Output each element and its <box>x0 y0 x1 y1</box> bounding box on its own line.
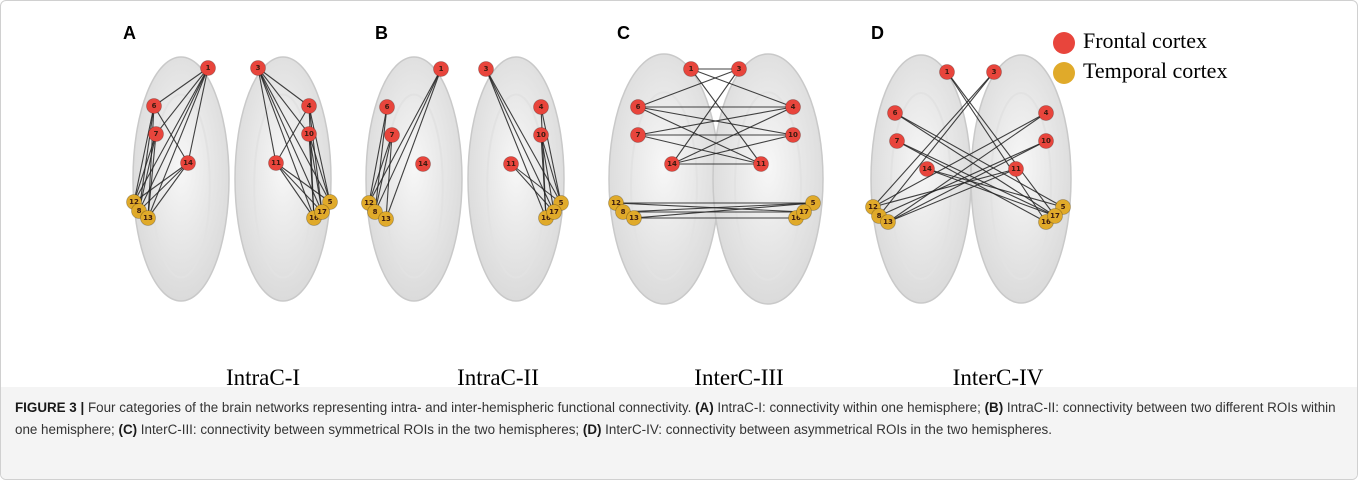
caption: FIGURE 3 | Four categories of the brain … <box>1 387 1358 480</box>
node-label: 13 <box>883 218 893 226</box>
node-label: 17 <box>549 208 559 216</box>
panel-label: IntraC-II <box>457 365 539 387</box>
legend-label: Temporal cortex <box>1083 58 1227 83</box>
node-label: 1 <box>439 65 444 73</box>
legend-swatch <box>1053 62 1075 84</box>
node-label: 6 <box>385 103 390 111</box>
node-label: 10 <box>1041 137 1051 145</box>
node-label: 14 <box>183 159 193 167</box>
node-label: 10 <box>536 131 546 139</box>
node-label: 1 <box>945 68 950 76</box>
node-label: 1 <box>689 65 694 73</box>
node-label: 11 <box>756 160 766 168</box>
panel-label: InterC-IV <box>953 365 1044 387</box>
node-label: 13 <box>629 214 639 222</box>
node-label: 8 <box>621 208 626 216</box>
panel-label: InterC-III <box>694 365 783 387</box>
caption-text: FIGURE 3 | <box>15 400 84 415</box>
figure: AIntraC-I136471014111281351617BIntraC-II… <box>0 0 1358 480</box>
node-label: 6 <box>636 103 641 111</box>
node-label: 1 <box>206 64 211 72</box>
panel-letter: C <box>617 23 630 43</box>
node-label: 11 <box>271 159 281 167</box>
node-label: 6 <box>152 102 157 110</box>
node-label: 3 <box>484 65 489 73</box>
node-label: 4 <box>307 102 312 110</box>
node-label: 13 <box>143 214 153 222</box>
node-label: 8 <box>137 207 142 215</box>
panel-letter: B <box>375 23 388 43</box>
caption-text: (D) <box>583 422 602 437</box>
node-label: 11 <box>506 160 516 168</box>
caption-text: (B) <box>985 400 1004 415</box>
node-label: 7 <box>895 137 900 145</box>
node-label: 4 <box>791 103 796 111</box>
node-label: 8 <box>373 208 378 216</box>
node-label: 6 <box>893 109 898 117</box>
node-label: 14 <box>922 165 932 173</box>
node-label: 5 <box>1061 203 1066 211</box>
caption-text: Four categories of the brain networks re… <box>84 400 695 415</box>
node-label: 3 <box>992 68 997 76</box>
node-label: 5 <box>328 198 333 206</box>
node-label: 10 <box>788 131 798 139</box>
legend-label: Frontal cortex <box>1083 28 1207 53</box>
node-label: 17 <box>799 208 809 216</box>
node-label: 5 <box>559 199 564 207</box>
node-label: 17 <box>317 208 327 216</box>
caption-text: InterC-III: connectivity between symmetr… <box>137 422 583 437</box>
node-label: 11 <box>1011 165 1021 173</box>
node-label: 14 <box>667 160 677 168</box>
panel-letter: A <box>123 23 136 43</box>
node-label: 7 <box>154 130 159 138</box>
caption-text: IntraC-I: connectivity within one hemisp… <box>714 400 985 415</box>
panel-letter: D <box>871 23 884 43</box>
node-label: 10 <box>304 130 314 138</box>
node-label: 14 <box>418 160 428 168</box>
caption-text: InterC-IV: connectivity between asymmetr… <box>601 422 1052 437</box>
panel-label: IntraC-I <box>226 365 300 387</box>
node-label: 3 <box>737 65 742 73</box>
node-label: 3 <box>256 64 261 72</box>
caption-text: (C) <box>118 422 137 437</box>
node-label: 4 <box>539 103 544 111</box>
node-label: 5 <box>811 199 816 207</box>
node-label: 17 <box>1050 212 1060 220</box>
node-label: 7 <box>390 131 395 139</box>
node-label: 13 <box>381 215 391 223</box>
caption-text: (A) <box>695 400 714 415</box>
legend-swatch <box>1053 32 1075 54</box>
node-label: 7 <box>636 131 641 139</box>
node-label: 4 <box>1044 109 1049 117</box>
